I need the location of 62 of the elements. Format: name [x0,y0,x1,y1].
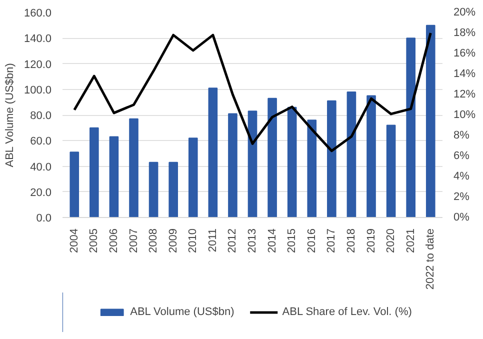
bar [327,100,336,218]
y-tick-label: 120.0 [24,58,52,71]
bar [307,120,317,218]
y2-tick-label: 4% [454,170,470,182]
x-tick-label: 2014 [266,228,278,253]
y2-tick-label: 0% [454,212,470,224]
bar [248,110,258,218]
y-tick-label: 0.0 [36,212,52,224]
bar [228,113,238,218]
x-tick-label: 2022 to date [424,228,437,290]
y2-tick-label: 2% [454,191,470,203]
bar [346,91,356,218]
bar [366,95,376,218]
bar [148,162,158,218]
y2-tick-label: 20% [454,6,476,18]
x-tick-label: 2006 [108,228,120,253]
y-axis-title: ABL Volume (US$bn) [4,63,16,168]
x-tick-label: 2008 [148,228,160,253]
bar [386,124,396,218]
bar [426,24,436,218]
y-tick-label: 40.0 [30,161,52,174]
bar [129,118,138,218]
bar [208,88,218,218]
x-tick-label: 2021 [404,228,417,253]
y2-tick-label: 8% [454,130,470,142]
x-tick-label: 2007 [128,228,140,253]
legend-label: ABL Volume (US$bn) [130,306,234,318]
x-tick-label: 2004 [68,228,80,253]
x-tick-label: 2016 [306,228,318,253]
x-tick-label: 2009 [167,228,180,253]
y2-tick-label: 6% [454,150,470,162]
y2-tick-label: 14% [454,68,476,80]
x-tick-label: 2011 [206,228,219,252]
legend-label: ABL Share of Lev. Vol. (%) [282,306,412,318]
x-tick-label: 2020 [385,228,398,253]
bar [168,162,178,218]
y2-tick-label: 16% [454,48,476,60]
x-tick-label: 2017 [326,228,338,253]
bar [268,98,277,218]
bar [188,138,198,218]
bar [287,106,297,218]
y-tick-label: 140.0 [24,33,52,46]
x-tick-label: 2010 [187,228,200,253]
y2-tick-label: 12% [454,88,476,100]
y2-tick-label: 18% [454,27,476,39]
bar [90,127,99,218]
y-tick-label: 20.0 [30,186,52,199]
y-tick-label: 60.0 [30,136,52,148]
x-tick-label: 2013 [246,228,258,253]
x-tick-label: 2015 [286,228,298,253]
y-tick-label: 160.0 [24,8,52,20]
y2-tick-label: 10% [454,109,476,121]
y-tick-label: 100.0 [24,84,52,96]
x-tick-label: 2012 [226,228,239,253]
bar [406,38,416,218]
line-series [73,32,432,152]
x-tick-label: 2018 [345,228,358,253]
x-tick-label: 2005 [88,228,100,253]
x-tick-label: 2019 [365,228,378,253]
y-tick-label: 80.0 [30,110,52,122]
bar [70,152,80,218]
bar [109,136,119,218]
